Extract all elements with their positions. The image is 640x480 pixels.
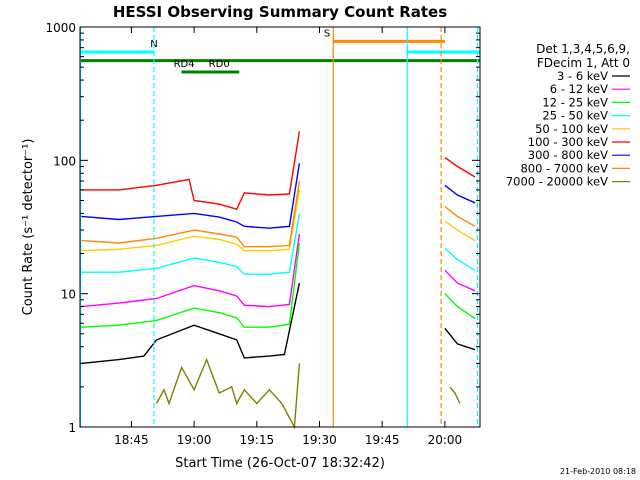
series-line-800-7000-kev-1 <box>444 206 476 227</box>
flag-label-rd4: RD4 <box>174 59 195 70</box>
x-tick-label-19-00: 19:00 <box>177 433 212 447</box>
y-axis-label: Count Rate (s⁻¹ detector⁻¹) <box>21 139 36 316</box>
footer-timestamp: 21-Feb-2010 08:18 <box>560 467 636 476</box>
series-line-100-300-kev-0 <box>81 131 301 211</box>
legend-label-800-7000-kev: 800 - 7000 keV <box>520 161 608 175</box>
series-line-6-12-kev-1 <box>444 269 476 292</box>
chart-title: HESSI Observing Summary Count Rates <box>113 3 447 21</box>
series-line-100-300-kev-1 <box>444 156 476 178</box>
series-line-12-25-kev-0 <box>81 242 301 328</box>
vline-layer <box>79 27 479 427</box>
x-tick-label-18-45: 18:45 <box>114 433 149 447</box>
legend-label-25-50-kev: 25 - 50 keV <box>542 109 608 123</box>
legend-label-7000-20000-kev: 7000 - 20000 keV <box>506 175 608 189</box>
series-line-3-6-kev-0 <box>81 282 301 365</box>
x-axis: 18:45 19:00 19:15 19:30 19:45 20:00 <box>114 27 462 447</box>
legend-label-100-300-kev: 100 - 300 keV <box>528 135 608 149</box>
legend-title-line-1: Det 1,3,4,5,6,9, <box>536 42 630 56</box>
flag-layer: NSRD0RD4 <box>80 28 480 74</box>
legend-label-12-25-kev: 12 - 25 keV <box>542 95 608 109</box>
series-line-300-800-kev-1 <box>444 184 476 204</box>
series-line-25-50-kev-0 <box>81 213 301 275</box>
x-tick-label-20-00: 20:00 <box>428 433 463 447</box>
series-line-3-6-kev-1 <box>444 327 476 351</box>
y-tick-label-10: 10 <box>61 288 76 302</box>
series-line-300-800-kev-0 <box>81 163 301 229</box>
plot-frame <box>79 26 481 428</box>
legend-label-6-12-kev: 6 - 12 keV <box>550 82 608 96</box>
legend-label-3-6-kev: 3 - 6 keV <box>557 69 608 83</box>
legend-title-line-2: FDecim 1, Att 0 <box>537 56 630 70</box>
series-line-7000-20000-kev-0 <box>155 357 301 430</box>
series-line-7000-20000-kev-1 <box>449 386 461 404</box>
flag-label-s: S <box>324 28 330 39</box>
series-line-25-50-kev-1 <box>444 247 476 271</box>
y-tick-label-100: 100 <box>53 154 76 168</box>
y-axis: 1 10 100 1000 <box>45 21 480 435</box>
series-line-12-25-kev-1 <box>444 293 476 320</box>
y-tick-label-1: 1 <box>68 421 76 435</box>
series-line-50-100-kev-1 <box>444 220 476 242</box>
x-axis-label: Start Time (26-Oct-07 18:32:42) <box>175 456 385 471</box>
x-tick-label-19-15: 19:15 <box>240 433 275 447</box>
series-layer <box>81 131 476 430</box>
legend-label-50-100-kev: 50 - 100 keV <box>535 122 608 136</box>
x-tick-label-19-30: 19:30 <box>302 433 337 447</box>
flag-label-rd0: RD0 <box>209 59 230 70</box>
y-tick-label-1000: 1000 <box>45 21 76 35</box>
legend-label-300-800-kev: 300 - 800 keV <box>528 148 608 162</box>
legend: Det 1,3,4,5,6,9, FDecim 1, Att 0 3 - 6 k… <box>506 42 630 189</box>
x-tick-label-19-45: 19:45 <box>365 433 400 447</box>
series-line-50-100-kev-0 <box>81 189 301 252</box>
series-line-800-7000-kev-0 <box>81 180 301 248</box>
series-line-6-12-kev-0 <box>81 233 301 308</box>
